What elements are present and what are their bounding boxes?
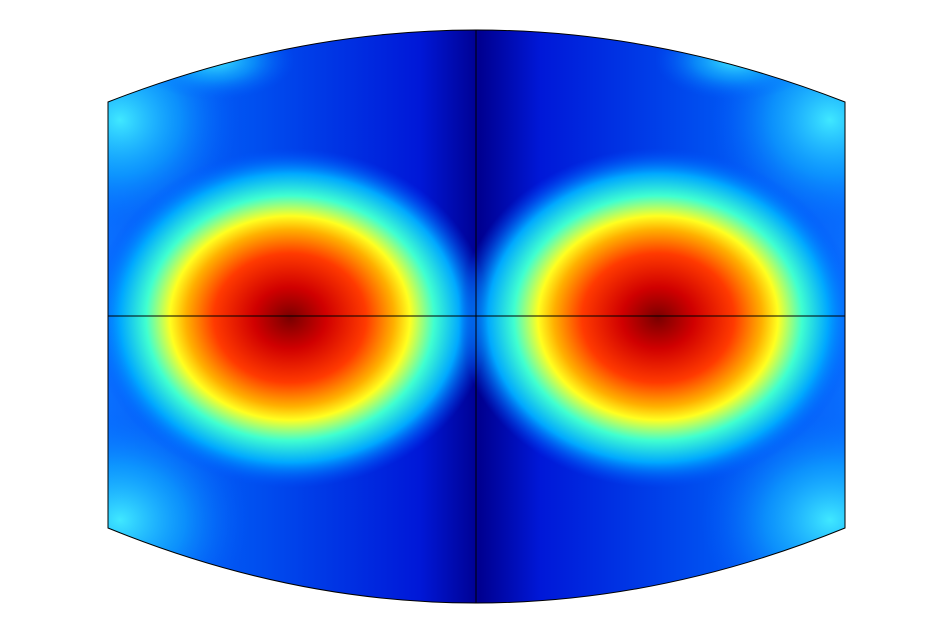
field — [108, 30, 845, 603]
edge-region — [135, 30, 295, 100]
outline — [107, 29, 846, 604]
edge-region — [655, 30, 815, 100]
hot-spot — [108, 148, 490, 488]
hot-spot — [458, 148, 845, 488]
